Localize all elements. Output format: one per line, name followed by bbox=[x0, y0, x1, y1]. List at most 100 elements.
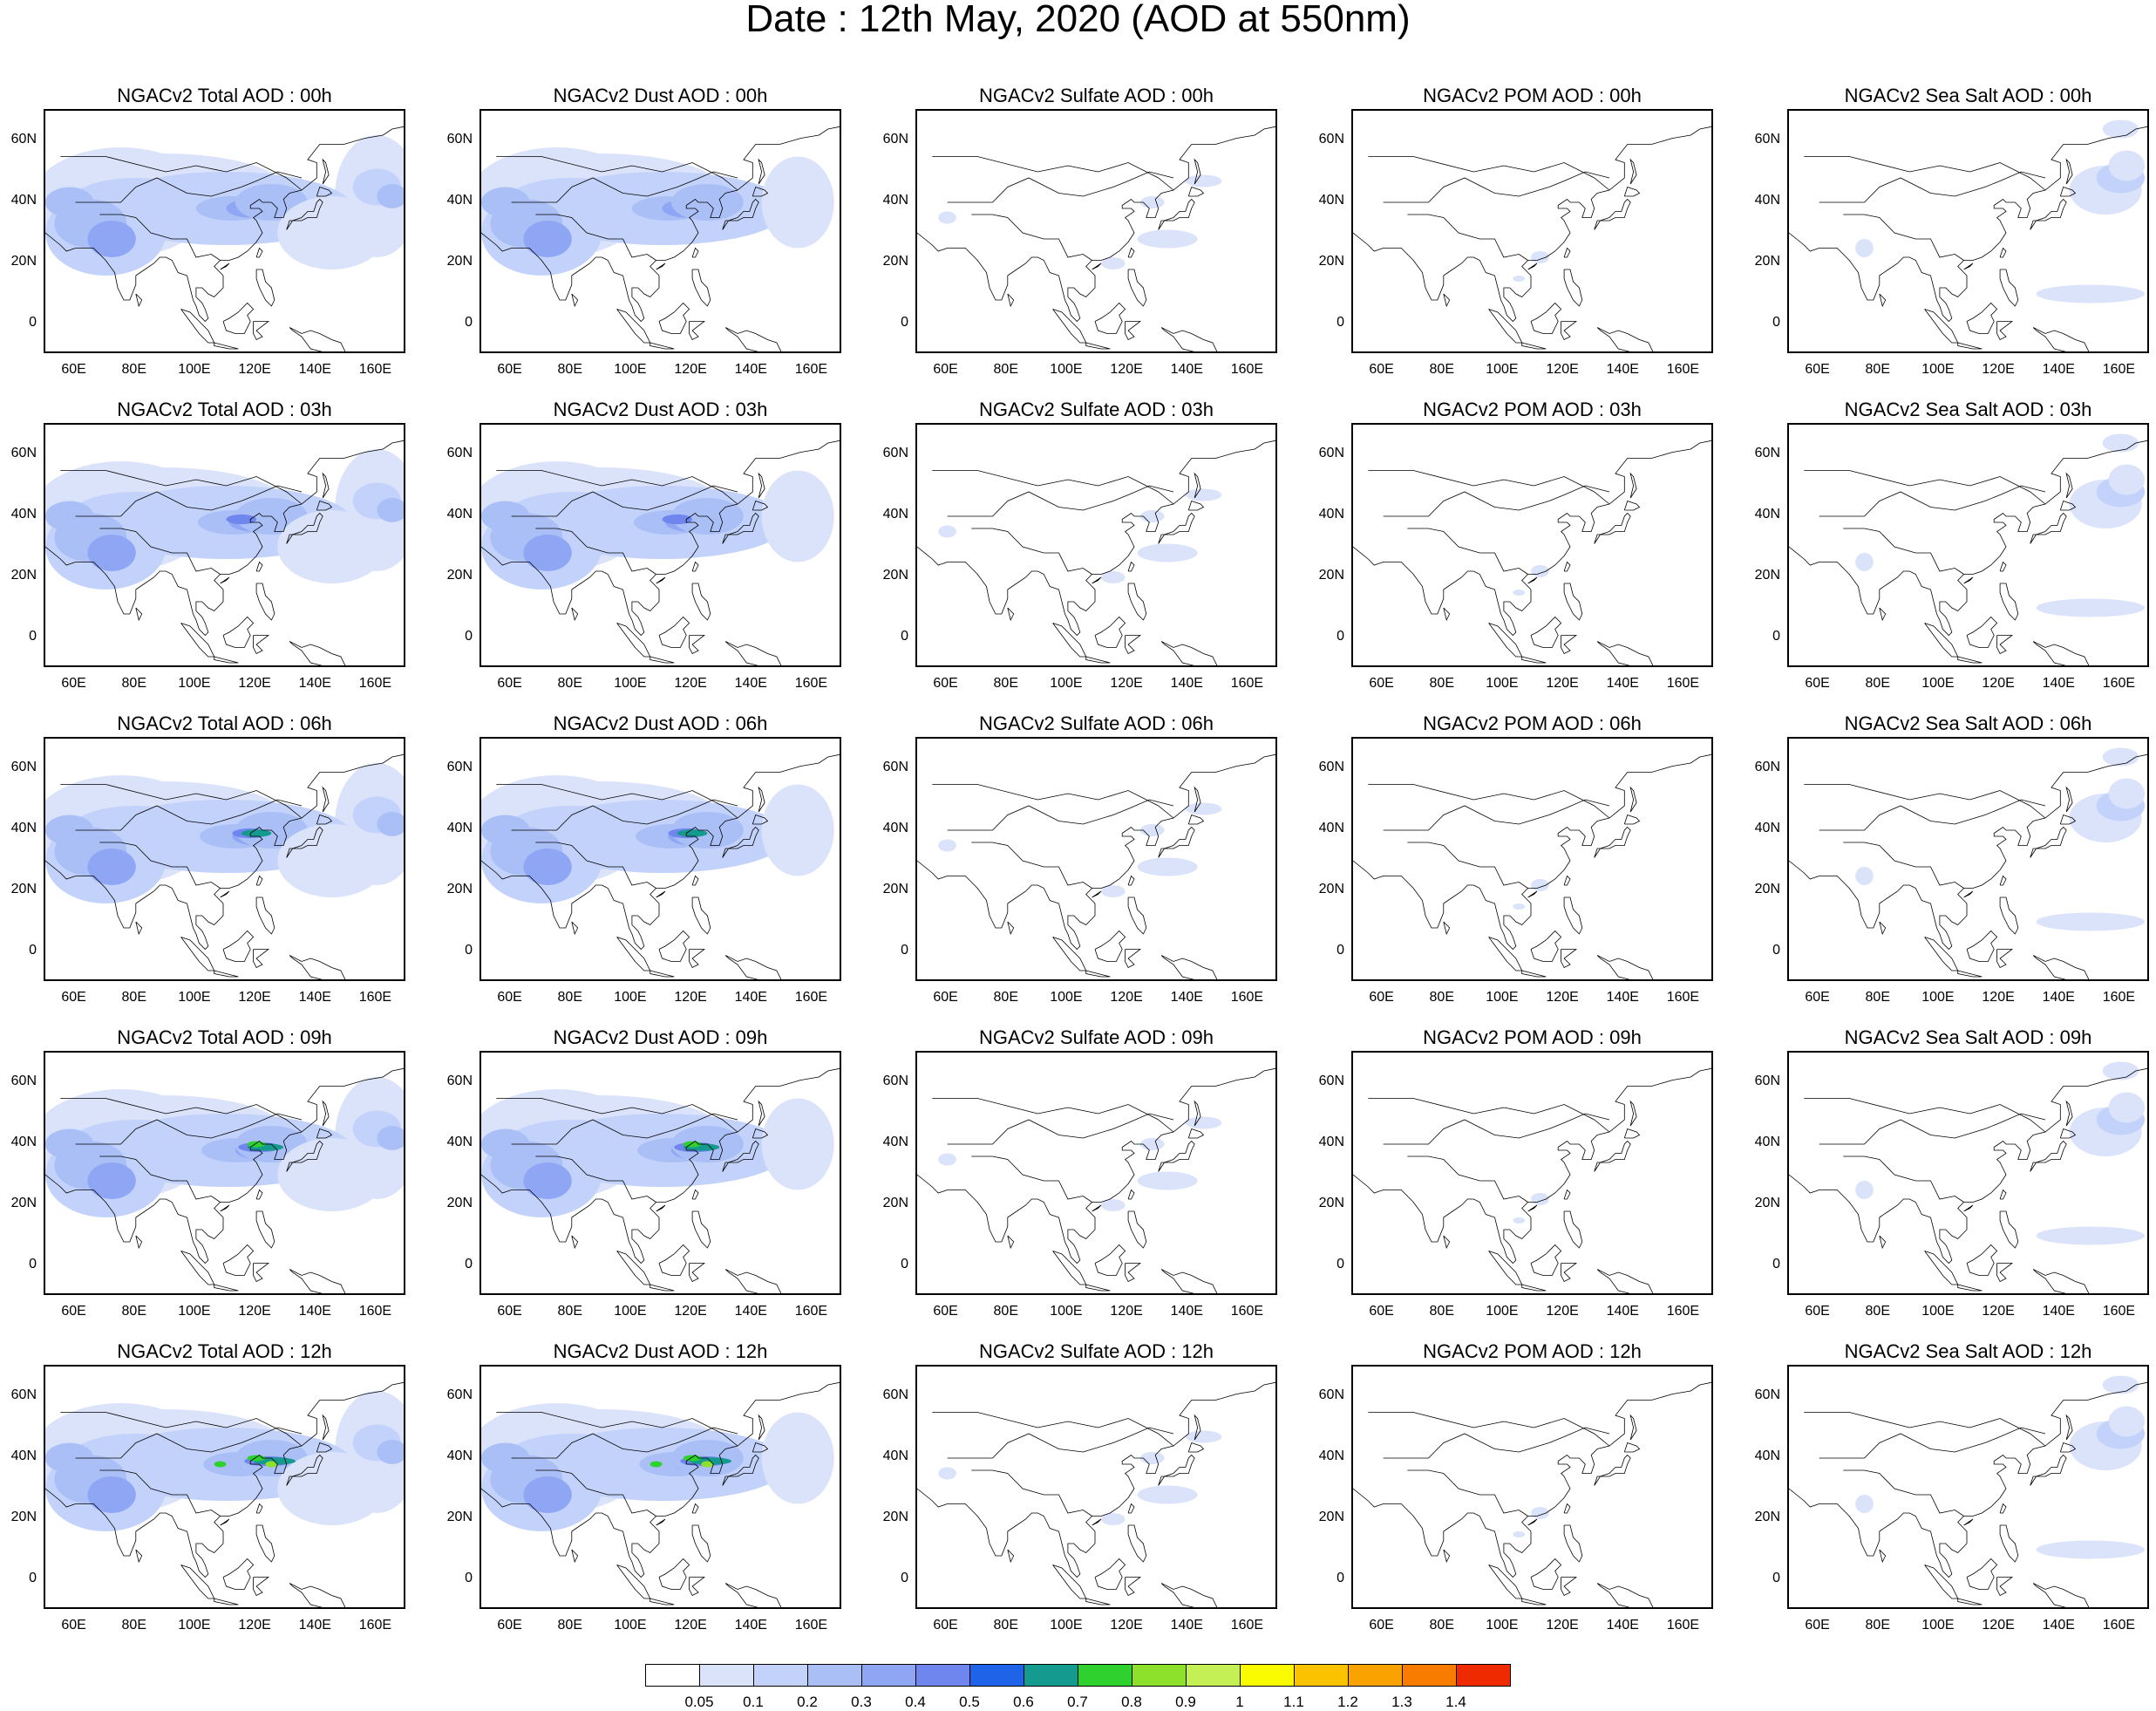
aod-field bbox=[481, 753, 840, 979]
coastline bbox=[1052, 309, 1087, 344]
coastline bbox=[1085, 1284, 1111, 1292]
y-tick-label: 0 bbox=[1336, 943, 1344, 958]
coastline bbox=[1085, 970, 1111, 978]
x-tick-label: 160E bbox=[1666, 1304, 1700, 1319]
aod-contour-region bbox=[45, 1442, 94, 1474]
coastline bbox=[2032, 955, 2090, 979]
colorbar-label: 0.2 bbox=[797, 1694, 818, 1710]
coastline bbox=[1563, 1524, 1583, 1563]
map-plot-area bbox=[1351, 1365, 1713, 1609]
aod-contour-region bbox=[2102, 119, 2139, 139]
coastline bbox=[571, 1235, 579, 1250]
y-tick-label: 40N bbox=[1754, 1449, 1780, 1463]
coastline bbox=[1629, 1414, 1637, 1441]
x-tick-label: 140E bbox=[1606, 990, 1639, 1005]
coastline bbox=[2030, 198, 2067, 230]
x-tick-label: 140E bbox=[734, 1304, 767, 1319]
coastline bbox=[917, 126, 1275, 323]
coastline bbox=[1085, 342, 1111, 350]
y-tick-label: 0 bbox=[465, 1571, 473, 1585]
x-tick-label: 140E bbox=[298, 676, 331, 691]
aod-contour-region bbox=[45, 501, 94, 532]
x-tick-label: 140E bbox=[1170, 990, 1203, 1005]
coastline bbox=[722, 198, 759, 230]
panel-title: NGACv2 POM AOD : 12h bbox=[1423, 1340, 1642, 1362]
map-panel: NGACv2 POM AOD : 03h 60N 40N 20N 0 60E 80E 100E… bbox=[1319, 399, 1713, 691]
coastline bbox=[1596, 641, 1654, 665]
coastline bbox=[1561, 321, 1578, 341]
map-plot-area bbox=[915, 109, 1277, 353]
map-plot-area bbox=[1351, 109, 1713, 353]
x-tick-label: 80E bbox=[557, 362, 582, 377]
coastline bbox=[1527, 1204, 1538, 1212]
y-tick-label: 60N bbox=[1754, 1387, 1780, 1402]
coastline bbox=[1158, 512, 1195, 544]
panel-title: NGACv2 Dust AOD : 09h bbox=[553, 1026, 768, 1048]
coastline bbox=[135, 607, 143, 622]
map-panel: NGACv2 Sulfate AOD : 06h 60N 40N 20N 0 60E 80E… bbox=[883, 712, 1277, 1005]
x-tick-label: 120E bbox=[674, 362, 707, 377]
aod-field bbox=[1353, 1067, 1711, 1293]
coastline bbox=[758, 1414, 765, 1441]
coastline bbox=[1999, 875, 2007, 886]
coastline bbox=[1125, 635, 1142, 655]
coastline bbox=[1596, 327, 1654, 351]
y-tick-label: 20N bbox=[446, 1510, 473, 1524]
x-tick-label: 80E bbox=[557, 1304, 582, 1319]
x-tick-label: 60E bbox=[1369, 362, 1394, 377]
aod-contour-region bbox=[1100, 1513, 1126, 1525]
y-tick-label: 20N bbox=[1754, 1196, 1780, 1210]
coastline bbox=[1160, 641, 1218, 665]
aod-contour-region bbox=[377, 1440, 404, 1464]
coastline bbox=[1561, 635, 1578, 655]
x-tick-label: 60E bbox=[933, 1618, 958, 1633]
coastline bbox=[917, 1381, 1275, 1578]
coastline bbox=[45, 1067, 404, 1265]
coastline bbox=[220, 1204, 230, 1212]
x-tick-label: 100E bbox=[1050, 1304, 1083, 1319]
aod-contour-region bbox=[277, 1138, 386, 1211]
coastline bbox=[1007, 607, 1015, 622]
coastline bbox=[1158, 198, 1195, 230]
coastline bbox=[2059, 186, 2077, 197]
aod-field bbox=[1789, 1061, 2147, 1293]
coastline bbox=[1623, 1442, 1641, 1453]
coastline bbox=[656, 1518, 666, 1526]
panel-title: NGACv2 Total AOD : 06h bbox=[117, 712, 332, 734]
coastline bbox=[253, 1263, 270, 1283]
coastline bbox=[1443, 293, 1451, 308]
map-panel: NGACv2 POM AOD : 06h 60N 40N 20N 0 60E 80E 100E… bbox=[1319, 712, 1713, 1005]
aod-field bbox=[45, 1067, 404, 1293]
y-tick-label: 0 bbox=[901, 1571, 908, 1585]
x-tick-label: 120E bbox=[1982, 1304, 2015, 1319]
x-tick-label: 120E bbox=[674, 1618, 707, 1633]
map-plot-area bbox=[479, 423, 841, 667]
coastline bbox=[689, 635, 706, 655]
coastline bbox=[1563, 583, 1583, 621]
coastline bbox=[658, 302, 690, 334]
map-panel: NGACv2 POM AOD : 09h 60N 40N 20N 0 60E 80E 100E… bbox=[1319, 1026, 1713, 1319]
coastline bbox=[1879, 293, 1887, 308]
coastline bbox=[1843, 1469, 1964, 1517]
coastline bbox=[722, 512, 759, 544]
coastline bbox=[1158, 1140, 1195, 1172]
coastline bbox=[322, 472, 330, 499]
coastline bbox=[1530, 1558, 1562, 1590]
coastline bbox=[1187, 1442, 1205, 1453]
aod-contour-region bbox=[87, 535, 136, 571]
coastline bbox=[1629, 472, 1637, 499]
aod-contour-region bbox=[481, 1442, 530, 1474]
coastline bbox=[289, 641, 346, 665]
coastline bbox=[1488, 937, 1523, 971]
coastline bbox=[1879, 1549, 1887, 1564]
coastline bbox=[1488, 309, 1523, 344]
map-panel: NGACv2 Dust AOD : 09h 60N 40N 20N 0 60E 80E 100… bbox=[447, 1026, 841, 1319]
aod-contour-region bbox=[45, 1128, 94, 1160]
x-tick-label: 100E bbox=[1921, 1304, 1955, 1319]
coastline bbox=[650, 1284, 675, 1292]
coastline bbox=[724, 955, 782, 979]
y-tick-label: 20N bbox=[10, 568, 37, 583]
map-panel: NGACv2 Dust AOD : 00h 60N 40N 20N 0 60E 80E 100… bbox=[447, 85, 841, 377]
aod-contour-region bbox=[2108, 464, 2146, 495]
x-tick-label: 140E bbox=[2042, 1618, 2075, 1633]
